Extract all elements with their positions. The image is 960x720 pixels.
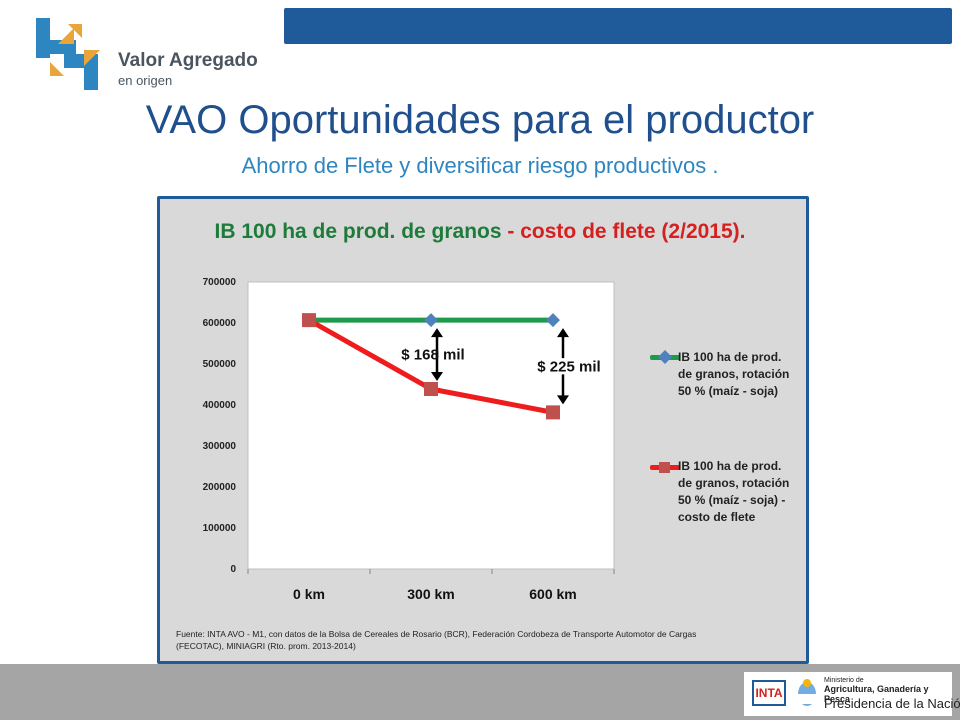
source-line-1: Fuente: INTA AVO - M1, con datos de la B…: [176, 629, 697, 639]
data-point-square: [546, 405, 560, 420]
footer-logos: INTA Ministerio de Agricultura, Ganaderí…: [744, 672, 960, 716]
source-note: Fuente: INTA AVO - M1, con datos de la B…: [176, 628, 786, 652]
y-tick-label: 100000: [203, 523, 237, 534]
legend-label-series-2: IB 100 ha de prod. de granos, rotación 5…: [678, 458, 808, 526]
ministry-line-1: Ministerio de: [824, 677, 864, 684]
y-tick-label: 600000: [203, 318, 237, 329]
logo-text-primary: Valor Agregado: [118, 50, 258, 71]
annotation-arrowhead-up: [557, 328, 569, 338]
legend-label-line: de granos, rotación: [678, 367, 790, 381]
y-tick-label: 0: [230, 564, 236, 575]
legend-label-line: costo de flete: [678, 510, 756, 524]
y-tick-label: 400000: [203, 400, 237, 411]
x-tick-label: 600 km: [529, 586, 576, 602]
annotation-label: $ 225 mil: [537, 358, 600, 375]
ministry-line-3: Presidencia de la Nación: [824, 696, 960, 711]
logo-text-secondary: en origen: [118, 73, 173, 88]
national-shield-icon: [798, 679, 816, 706]
chart-title: IB 100 ha de prod. de granos - costo de …: [0, 220, 960, 244]
data-point-diamond: [546, 313, 560, 328]
chart-title-part1: IB 100 ha de prod. de granos: [214, 220, 502, 243]
x-tick-label: 0 km: [293, 586, 325, 602]
chart-title-part2: - costo de flete (2/2015).: [501, 220, 746, 243]
data-point-diamond: [424, 313, 438, 328]
legend-label-line: 50 % (maíz - soja): [678, 384, 779, 398]
inta-logo: INTA: [752, 680, 786, 706]
page-subtitle: Ahorro de Flete y diversificar riesgo pr…: [241, 153, 719, 178]
x-tick-label: 300 km: [407, 586, 454, 602]
line-chart: 0 100000 200000 300000 400000 500000 600000 700…: [203, 277, 615, 602]
legend-label-line: IB 100 ha de prod.: [678, 459, 782, 473]
page-title: VAO Oportunidades para el productor: [145, 98, 815, 142]
legend-label-line: de granos, rotación: [678, 476, 790, 490]
legend-square-marker-icon: [659, 462, 670, 473]
y-tick-label: 700000: [203, 277, 237, 288]
annotation-arrowhead-down: [431, 372, 443, 382]
y-tick-label: 300000: [203, 441, 237, 452]
legend-diamond-marker-icon: [658, 350, 672, 364]
data-point-square: [302, 313, 316, 328]
legend-label-line: 50 % (maíz - soja) -: [678, 493, 786, 507]
data-point-square: [424, 382, 438, 397]
annotation-arrowhead-up: [431, 328, 443, 338]
annotation-label: $ 168 mil: [401, 347, 464, 364]
header-bar: [284, 8, 952, 44]
source-line-2: (FECOTAC), MINIAGRI (Rto. prom. 2013-201…: [176, 641, 356, 651]
y-tick-label: 200000: [203, 482, 237, 493]
legend-label-line: IB 100 ha de prod.: [678, 350, 782, 364]
plot-area: [247, 281, 615, 570]
y-tick-label: 500000: [203, 359, 237, 370]
vao-logo-icon: [36, 18, 100, 90]
legend-label-series-1: IB 100 ha de prod. de granos, rotación 5…: [678, 349, 808, 400]
annotation-arrowhead-down: [557, 395, 569, 405]
vao-logo: [28, 14, 258, 94]
ministry-line-2: Agricultura, Ganadería y Pesca: [824, 684, 929, 704]
